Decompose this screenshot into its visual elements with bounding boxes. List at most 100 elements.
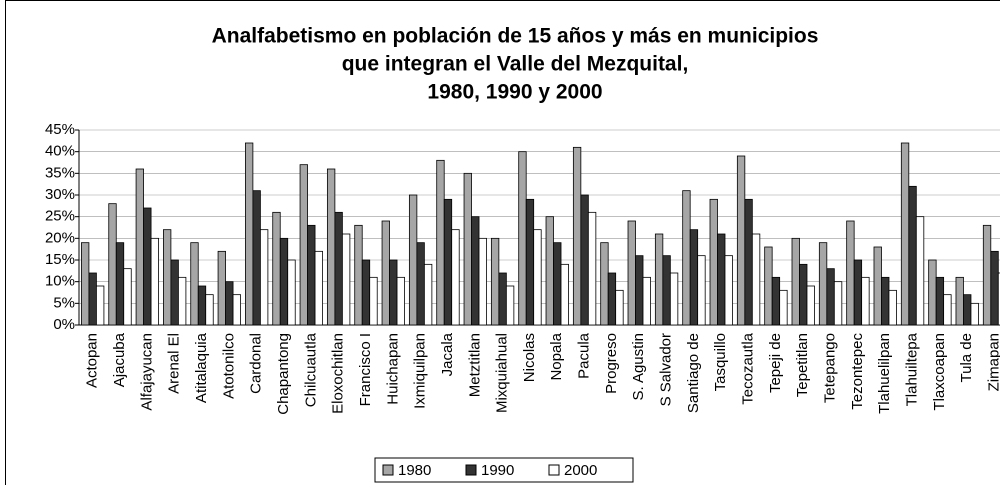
y-tick-label: 5% [53, 294, 75, 311]
bar [197, 285, 207, 326]
bar [108, 203, 117, 326]
x-tick-label: Actopan [84, 333, 101, 388]
x-tick-label: Zimapan [986, 333, 1000, 391]
bar [736, 155, 746, 326]
bar [205, 294, 214, 326]
x-tick-label: Atotonilco [220, 333, 237, 399]
bar [806, 285, 815, 326]
bar [751, 233, 761, 326]
bar [697, 255, 706, 326]
bar [873, 246, 882, 326]
x-tick-label: Tepeji de [767, 333, 784, 393]
bar [717, 233, 726, 326]
bar [170, 259, 179, 326]
bar [818, 242, 828, 326]
x-tick-label: Arenal El [166, 333, 183, 394]
bar [627, 220, 636, 326]
bar [81, 242, 90, 326]
bar [354, 224, 363, 326]
bar [826, 268, 835, 326]
bar [299, 164, 308, 326]
bar [846, 220, 855, 326]
bar [771, 276, 781, 326]
bar [326, 168, 336, 326]
chart-title: Analfabetismo en población de 15 años y … [212, 25, 819, 48]
chart-title: 1980, 1990 y 2000 [427, 81, 602, 104]
bar [389, 259, 398, 326]
x-tick-label: Mixquiahual [494, 333, 511, 413]
bar [244, 142, 254, 326]
x-tick-label: S. Agustin [630, 333, 647, 401]
bar [955, 276, 964, 326]
x-tick-label: Metztitlan [466, 333, 483, 397]
bar [451, 229, 460, 326]
legend-label: 1990 [481, 462, 514, 479]
bar [642, 276, 651, 326]
bar [525, 198, 535, 326]
legend-swatch [548, 464, 560, 476]
bar [396, 276, 405, 326]
x-tick-label: Chapantong [275, 333, 292, 415]
bar [560, 263, 569, 326]
x-tick-label: Tetepango [822, 333, 839, 403]
x-tick-label: Pacula [576, 332, 593, 379]
bar [178, 276, 187, 326]
y-tick-label: 0% [53, 316, 75, 333]
bar [682, 190, 691, 326]
x-tick-label: Huichapan [384, 333, 401, 405]
bar [341, 233, 351, 326]
bar [123, 268, 132, 326]
bar [764, 246, 773, 326]
x-tick-label: Nicolas [521, 333, 538, 382]
bar [307, 224, 316, 326]
x-tick-label: S Salvador [658, 333, 675, 406]
bar [791, 237, 800, 326]
bar [369, 276, 378, 326]
bar [518, 151, 527, 326]
x-tick-label: Chilcuautla [302, 332, 319, 407]
y-tick-label: 20% [45, 229, 75, 246]
bar [463, 172, 472, 326]
y-tick-label: 45% [45, 121, 75, 138]
y-tick-label: 40% [45, 143, 75, 160]
x-tick-label: Progreso [603, 333, 620, 394]
bar [505, 285, 515, 326]
bar [272, 211, 281, 326]
bar [150, 237, 159, 326]
y-tick-label: 25% [45, 208, 75, 225]
legend-box [374, 457, 634, 483]
bar [997, 272, 1000, 326]
bar [982, 224, 992, 326]
bar [833, 281, 843, 326]
bar [143, 207, 152, 326]
legend-swatch [465, 464, 477, 476]
bar [96, 285, 105, 326]
x-tick-label: Ajacuba [111, 332, 128, 387]
bar [232, 294, 241, 326]
bar [408, 194, 418, 326]
bar [900, 142, 910, 326]
x-tick-label: Tezontepec [849, 333, 866, 410]
bar [436, 159, 445, 326]
x-tick-label: Nopala [548, 332, 565, 380]
bar [135, 168, 144, 326]
bar [888, 289, 897, 326]
bar [381, 220, 390, 326]
bar [970, 302, 979, 326]
bar [115, 242, 125, 326]
y-tick-label: 15% [45, 251, 75, 268]
bar [935, 276, 945, 326]
x-tick-label: Tasquillo [712, 333, 729, 391]
bar [779, 289, 788, 326]
bar [416, 242, 425, 326]
x-tick-label: Francisco I [357, 333, 374, 406]
bar [443, 198, 453, 326]
bar [724, 255, 733, 326]
bar [607, 272, 617, 326]
bar [252, 190, 261, 326]
bar [259, 229, 269, 326]
x-tick-label: Tecozautla [740, 332, 757, 404]
bar [190, 242, 199, 326]
bar [498, 272, 507, 326]
